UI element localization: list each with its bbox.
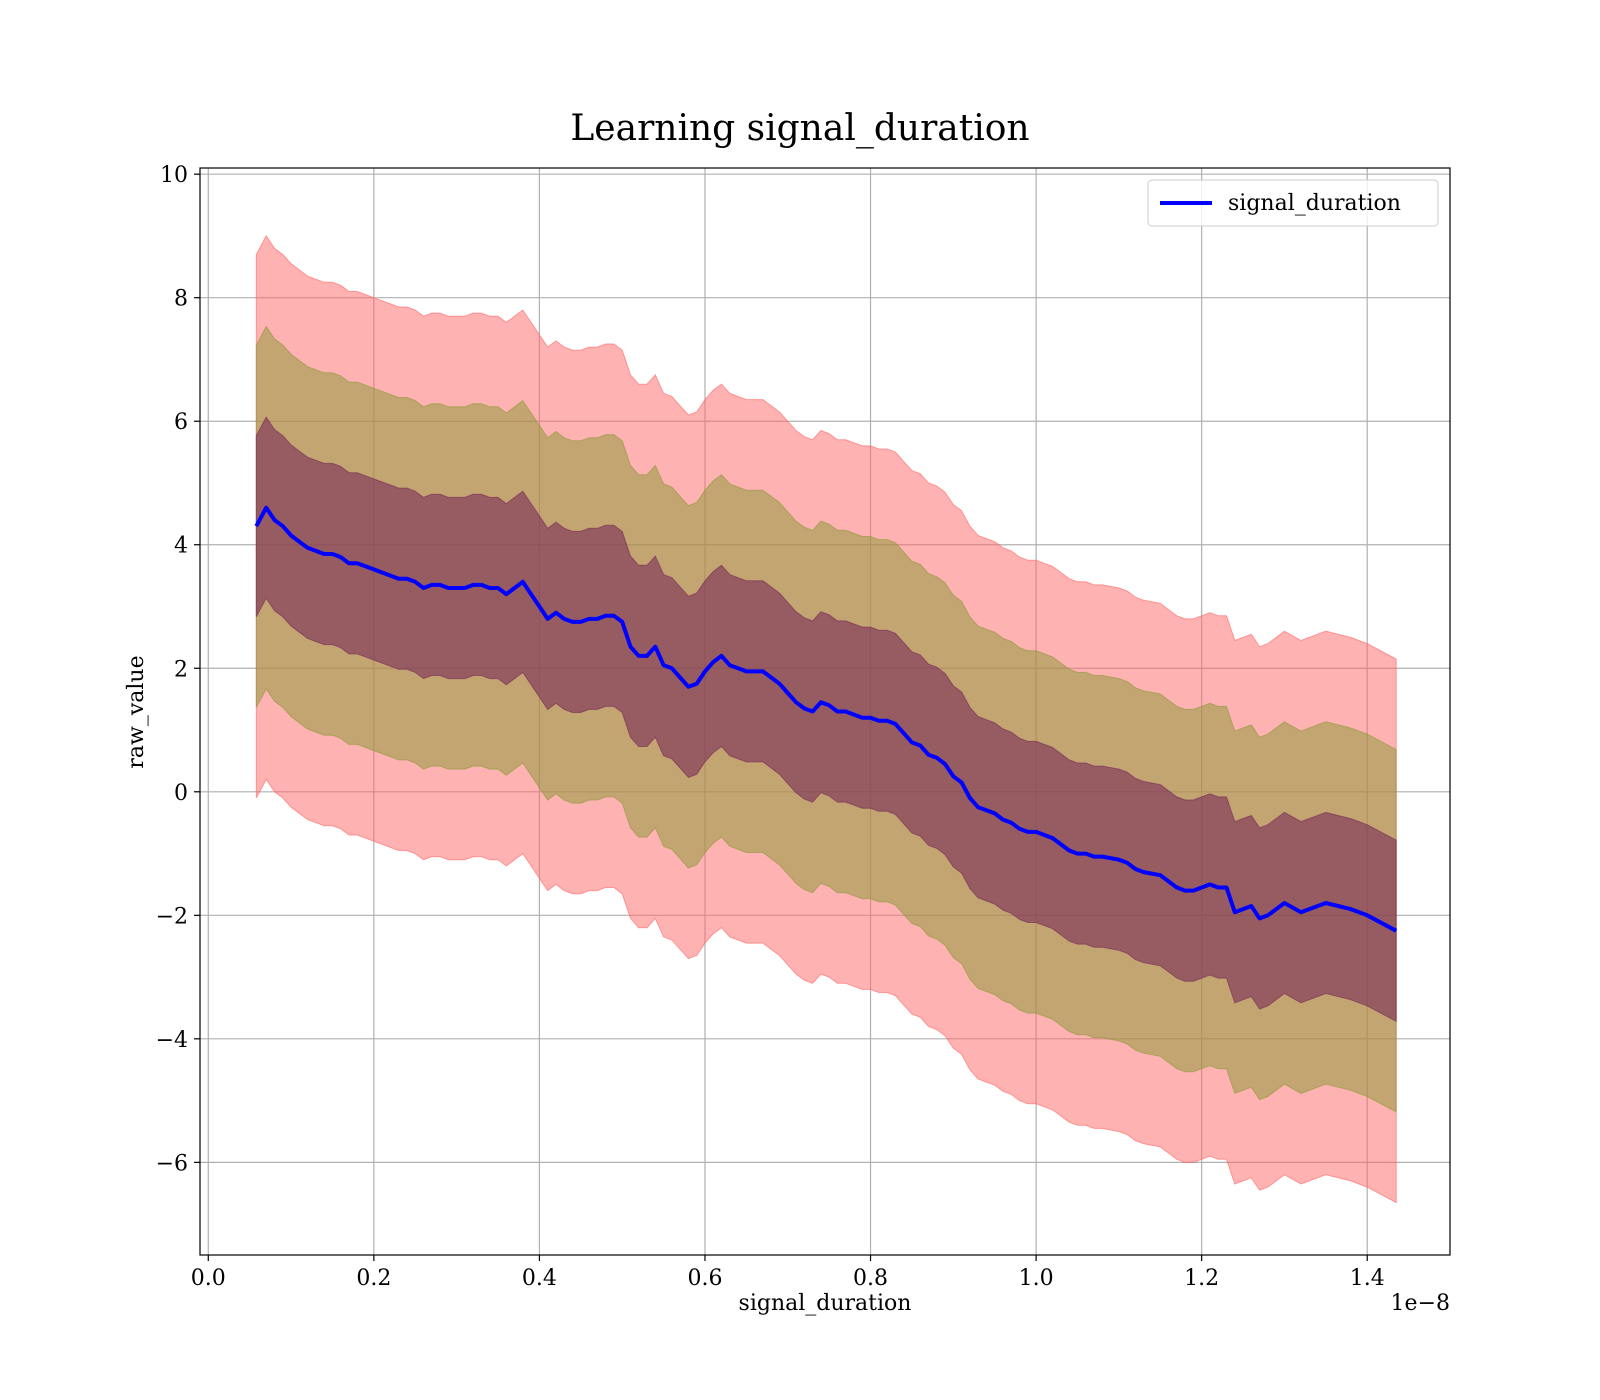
x-tick-label: 0.4 [522, 1266, 557, 1291]
series-lines [254, 505, 1398, 933]
y-tick-label: 4 [174, 534, 188, 559]
x-tick-label: 0.6 [687, 1266, 722, 1291]
x-tick-label: 0.8 [853, 1266, 888, 1291]
chart-title: Learning signal_duration [570, 108, 1029, 149]
y-tick-label: 8 [174, 287, 188, 312]
x-axis-label: signal_duration [739, 1291, 912, 1316]
y-tick-label: −2 [156, 904, 188, 929]
legend: signal_duration [1147, 179, 1439, 227]
y-tick-label: 0 [174, 781, 188, 806]
confidence-bands [255, 234, 1397, 1204]
y-tick-label: 2 [174, 657, 188, 682]
legend-box [1147, 179, 1439, 227]
x-tick-label: 0.0 [191, 1266, 226, 1291]
legend-label-signal-duration: signal_duration [1228, 191, 1401, 216]
x-tick-label: 1.4 [1350, 1266, 1385, 1291]
plot-frame [199, 167, 1451, 1256]
x-axis-offset-text: 1e−8 [1391, 1291, 1450, 1316]
y-axis-ticks: −6 −4 −2 0 2 4 6 8 10 [156, 163, 200, 1176]
y-tick-label: −6 [156, 1151, 188, 1176]
y-tick-label: 6 [174, 410, 188, 435]
x-tick-label: 1.0 [1019, 1266, 1054, 1291]
confidence-band-1sigma [255, 416, 1397, 1023]
x-axis-ticks: 0.0 0.2 0.4 0.6 0.8 1.0 1.2 1.4 [191, 1255, 1385, 1291]
x-tick-label: 0.2 [356, 1266, 391, 1291]
x-tick-label: 1.2 [1184, 1266, 1219, 1291]
y-tick-label: −4 [156, 1028, 188, 1053]
y-tick-label: 10 [160, 163, 188, 188]
series-line-signal-duration [254, 505, 1398, 933]
y-axis-label: raw_value [124, 655, 149, 768]
